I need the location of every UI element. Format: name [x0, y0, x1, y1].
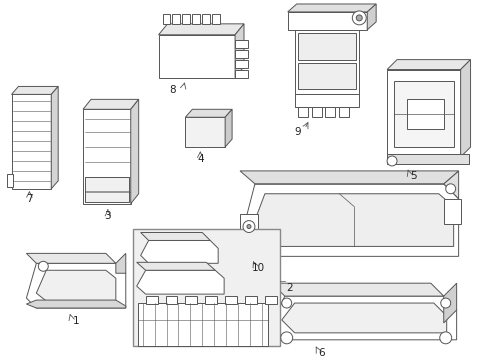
Polygon shape	[138, 303, 268, 346]
Polygon shape	[205, 296, 217, 304]
Polygon shape	[444, 199, 461, 224]
Polygon shape	[182, 14, 190, 24]
Bar	[133, 229, 280, 346]
Polygon shape	[325, 107, 336, 117]
Polygon shape	[146, 296, 158, 304]
Text: 7: 7	[26, 194, 33, 204]
Circle shape	[282, 298, 292, 308]
Polygon shape	[250, 194, 454, 246]
Text: 3: 3	[104, 211, 111, 221]
Polygon shape	[36, 270, 116, 301]
Polygon shape	[461, 60, 470, 157]
Polygon shape	[159, 35, 235, 77]
Polygon shape	[240, 213, 258, 242]
Polygon shape	[297, 33, 356, 60]
Polygon shape	[255, 171, 459, 199]
Polygon shape	[312, 107, 321, 117]
Text: 4: 4	[197, 154, 204, 164]
Polygon shape	[83, 109, 131, 204]
Polygon shape	[297, 107, 308, 117]
Polygon shape	[185, 296, 197, 304]
Circle shape	[441, 298, 451, 308]
Polygon shape	[141, 233, 210, 240]
Polygon shape	[11, 94, 51, 189]
Polygon shape	[6, 174, 14, 187]
Polygon shape	[163, 14, 171, 24]
Polygon shape	[288, 4, 376, 12]
Polygon shape	[240, 171, 459, 184]
Polygon shape	[387, 69, 461, 157]
Polygon shape	[137, 270, 224, 294]
Polygon shape	[265, 296, 277, 304]
Polygon shape	[172, 14, 180, 24]
Circle shape	[446, 184, 456, 194]
Polygon shape	[225, 109, 232, 147]
Polygon shape	[297, 63, 356, 89]
Text: 10: 10	[251, 263, 265, 273]
Polygon shape	[141, 240, 218, 263]
Polygon shape	[235, 24, 244, 77]
Polygon shape	[131, 99, 139, 204]
Polygon shape	[26, 263, 126, 308]
Circle shape	[352, 11, 366, 25]
Circle shape	[440, 332, 452, 344]
Text: 5: 5	[411, 171, 417, 181]
Polygon shape	[185, 109, 232, 117]
Polygon shape	[212, 14, 220, 24]
Polygon shape	[235, 50, 248, 58]
Polygon shape	[288, 12, 367, 30]
Polygon shape	[294, 94, 359, 107]
Polygon shape	[394, 81, 454, 147]
Circle shape	[247, 225, 251, 229]
Polygon shape	[235, 69, 248, 77]
Polygon shape	[272, 283, 444, 296]
Text: 1: 1	[73, 316, 79, 326]
Polygon shape	[407, 99, 444, 129]
Circle shape	[38, 261, 49, 271]
Polygon shape	[367, 4, 376, 30]
Text: 2: 2	[286, 283, 293, 293]
Polygon shape	[235, 40, 248, 48]
Text: 9: 9	[294, 127, 301, 137]
Polygon shape	[83, 99, 139, 109]
Polygon shape	[272, 296, 457, 340]
Polygon shape	[444, 283, 457, 323]
Polygon shape	[116, 253, 126, 273]
Polygon shape	[294, 30, 359, 94]
Polygon shape	[387, 154, 468, 164]
Text: 8: 8	[169, 85, 176, 95]
Polygon shape	[240, 184, 459, 256]
Polygon shape	[137, 262, 215, 270]
Circle shape	[387, 156, 397, 166]
Circle shape	[356, 15, 362, 21]
Polygon shape	[340, 107, 349, 117]
Polygon shape	[202, 14, 210, 24]
Polygon shape	[387, 60, 470, 69]
Polygon shape	[159, 24, 244, 35]
Polygon shape	[282, 303, 447, 333]
Polygon shape	[193, 14, 200, 24]
Polygon shape	[51, 86, 58, 189]
Circle shape	[243, 221, 255, 233]
Polygon shape	[26, 300, 126, 308]
Circle shape	[281, 332, 293, 344]
Polygon shape	[225, 296, 237, 304]
Text: 6: 6	[318, 348, 325, 358]
Polygon shape	[11, 86, 58, 94]
Polygon shape	[166, 296, 177, 304]
Polygon shape	[26, 253, 116, 263]
Polygon shape	[185, 117, 225, 147]
Polygon shape	[245, 296, 257, 304]
Polygon shape	[85, 177, 129, 202]
Polygon shape	[235, 60, 248, 68]
